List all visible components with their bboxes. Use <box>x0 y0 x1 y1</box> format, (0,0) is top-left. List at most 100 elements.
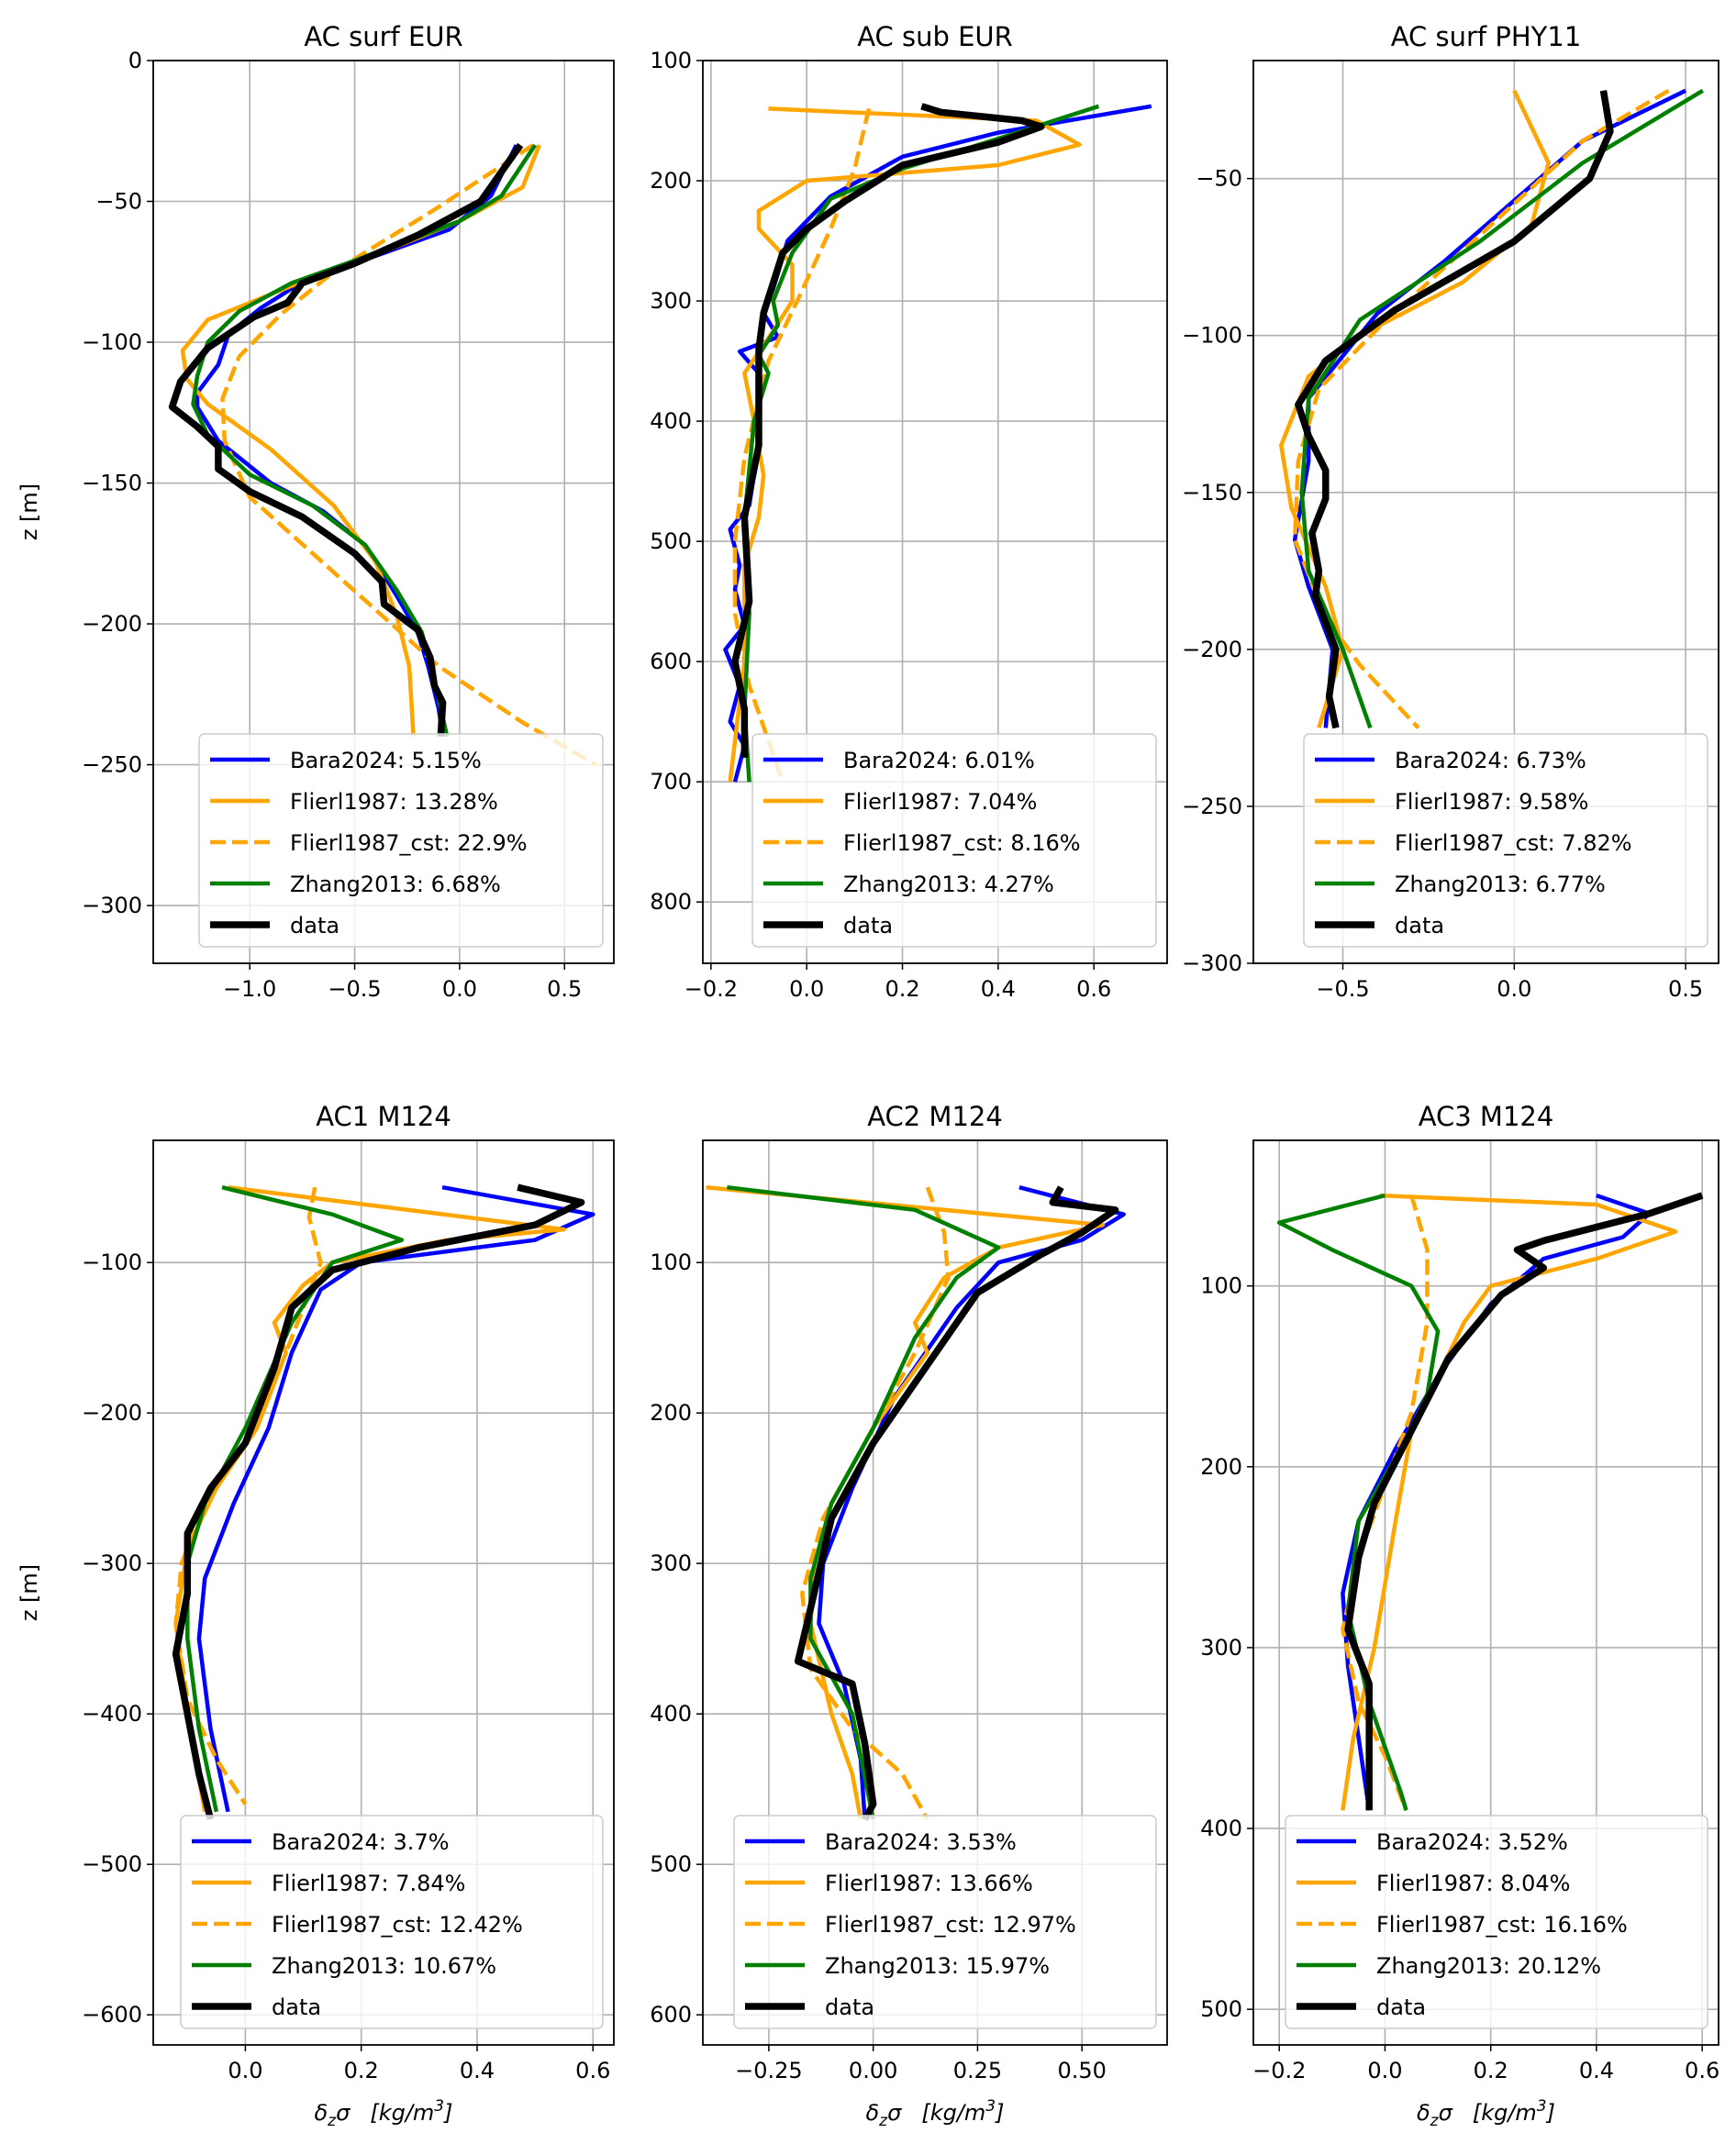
x-tick-label: 0.5 <box>1668 976 1703 1002</box>
xlabel-symbol: δ <box>1417 2100 1430 2126</box>
x-tick-label: 0.0 <box>1367 2058 1402 2083</box>
axes-frame <box>702 60 1168 964</box>
series-line-flierl1987-cst <box>1292 88 1670 729</box>
y-tick-label: −500 <box>82 1851 142 1877</box>
y-tick-label: 400 <box>650 408 692 434</box>
xlabel-subscript: z <box>327 2112 337 2130</box>
y-tick-label: −250 <box>1182 794 1242 819</box>
panel-title: AC1 M124 <box>316 1101 451 1132</box>
y-tick-label: 600 <box>650 649 692 674</box>
y-tick-label: −300 <box>82 1550 142 1576</box>
panel-title: AC3 M124 <box>1419 1101 1554 1132</box>
legend: Bara2024: 6.73% Flierl1987: 9.58% Flierl19… <box>1303 733 1708 948</box>
legend-entry: data <box>290 913 339 939</box>
legend: Bara2024: 3.7% Flierl1987: 7.84% Flierl198… <box>180 1815 604 2029</box>
x-tick-label: 0.00 <box>849 2058 897 2083</box>
xlabel-unit: [kg/m <box>370 2100 434 2126</box>
legend-entry: Zhang2013: 15.97% <box>825 1953 1050 1979</box>
legend-entry: Bara2024: 6.01% <box>843 748 1035 773</box>
y-tick-label: 300 <box>650 1550 692 1576</box>
legend-entry: data <box>1376 1994 1426 2020</box>
series-line-zhang2013 <box>727 1184 1001 1820</box>
y-tick-label: 400 <box>1200 1816 1242 1841</box>
y-tick-label: 100 <box>650 48 692 73</box>
legend-entry: Flierl1987: 13.28% <box>290 789 498 815</box>
axes-frame <box>1252 60 1719 964</box>
xlabel-superscript: 3 <box>985 2097 996 2116</box>
xlabel-symbol: δ <box>865 2100 879 2126</box>
y-axis-label: z [m] <box>17 1564 42 1621</box>
y-tick-label: 200 <box>650 1400 692 1426</box>
series-line-zhang2013 <box>185 1185 405 1813</box>
x-tick-label: 0.6 <box>1076 976 1111 1002</box>
axes-frame <box>152 60 615 964</box>
y-tick-label: −100 <box>82 1250 142 1275</box>
legend-entry: Flierl1987: 7.84% <box>272 1871 465 1896</box>
legend-entry: Bara2024: 6.73% <box>1395 748 1586 773</box>
x-tick-label: 0.4 <box>981 976 1016 1002</box>
x-tick-label: 0.5 <box>547 976 582 1002</box>
legend-frame <box>180 1815 604 2029</box>
series-group <box>1276 1192 1704 1812</box>
y-tick-label: 100 <box>1200 1273 1242 1299</box>
legend-entry: Flierl1987: 8.04% <box>1376 1871 1570 1896</box>
panel-2: −0.2 0.0 0.2 0.4 0.6 100 200 300 400 500 600 700 800… <box>650 21 1168 1002</box>
series-line-flierl1987 <box>728 106 1082 783</box>
xlabel-symbol: δ <box>314 2100 328 2126</box>
series-line-data <box>172 1183 585 1820</box>
xlabel-close: ] <box>995 2100 1004 2126</box>
xlabel-sigma: σ <box>336 2100 351 2126</box>
panel-title: AC surf EUR <box>304 21 462 52</box>
y-tick-label: −250 <box>82 752 142 778</box>
x-tick-label: −0.25 <box>735 2058 803 2083</box>
x-tick-label: 0.50 <box>1057 2058 1106 2083</box>
series-line-flierl1987-cst <box>800 1186 951 1821</box>
legend-entry: Zhang2013: 6.68% <box>290 872 501 897</box>
legend-entry: Zhang2013: 10.67% <box>272 1953 496 1979</box>
legend-entry: Flierl1987: 13.66% <box>825 1871 1033 1896</box>
y-tick-label: 500 <box>650 1851 692 1877</box>
x-tick-label: −0.2 <box>1252 2058 1306 2083</box>
x-tick-label: 0.0 <box>442 976 477 1002</box>
legend-entry: Zhang2013: 6.77% <box>1395 872 1606 897</box>
x-axis-label: δzσ [kg/m3] <box>314 2097 452 2130</box>
x-axis-label: δzσ [kg/m3] <box>865 2097 1004 2130</box>
legend-entry: Flierl1987: 7.04% <box>843 789 1037 815</box>
y-tick-label: 100 <box>650 1250 692 1275</box>
x-tick-label: 0.4 <box>1579 2058 1614 2083</box>
y-tick-label: 300 <box>650 288 692 314</box>
y-tick-label: 400 <box>650 1701 692 1727</box>
y-tick-label: −300 <box>1182 950 1242 976</box>
y-tick-label: −50 <box>95 189 142 215</box>
series-line-bara2024 <box>196 1184 595 1813</box>
y-tick-label: 500 <box>1200 1996 1242 2022</box>
x-tick-label: 0.2 <box>885 976 919 1002</box>
series-line-data <box>1344 1192 1704 1811</box>
x-tick-label: 0.0 <box>228 2058 262 2083</box>
xlabel-unit: [kg/m <box>921 2100 985 2126</box>
xlabel-sigma: σ <box>887 2100 902 2126</box>
y-tick-label: −200 <box>1182 637 1242 662</box>
series-group <box>706 1184 1126 1821</box>
y-tick-label: 700 <box>650 769 692 794</box>
series-line-flierl1987 <box>1279 89 1551 729</box>
xlabel-sigma: σ <box>1439 2100 1453 2126</box>
y-tick-label: −100 <box>1182 323 1242 349</box>
y-tick-label: 200 <box>1200 1454 1242 1480</box>
panel-4: 0.0 0.2 0.4 0.6 −100 −200 −300 −400 −500 −600 Bara… <box>17 1101 615 2130</box>
xlabel-superscript: 3 <box>434 2097 444 2116</box>
y-tick-label: 600 <box>650 2002 692 2027</box>
y-tick-label: −150 <box>82 471 142 496</box>
panel-1: −1.0 −0.5 0.0 0.5 0 −50 −100 −150 −200 −250 −300 Ba… <box>17 21 615 1002</box>
x-tick-label: 0.2 <box>1474 2058 1508 2083</box>
y-axis-label: z [m] <box>17 483 42 540</box>
series-line-data <box>731 103 1045 758</box>
x-tick-label: −0.2 <box>684 976 738 1002</box>
panel-6: −0.2 0.0 0.2 0.4 0.6 100 200 300 400 500 Bara2024:… <box>1200 1101 1719 2130</box>
panel-3: −0.5 0.0 0.5 −50 −100 −150 −200 −250 −300 Bara202… <box>1182 21 1719 1002</box>
y-tick-label: −600 <box>82 2002 142 2027</box>
legend-entry: Flierl1987_cst: 12.42% <box>272 1912 523 1938</box>
series-line-zhang2013 <box>1299 88 1704 729</box>
legend-entry: Flierl1987_cst: 22.9% <box>290 830 528 856</box>
